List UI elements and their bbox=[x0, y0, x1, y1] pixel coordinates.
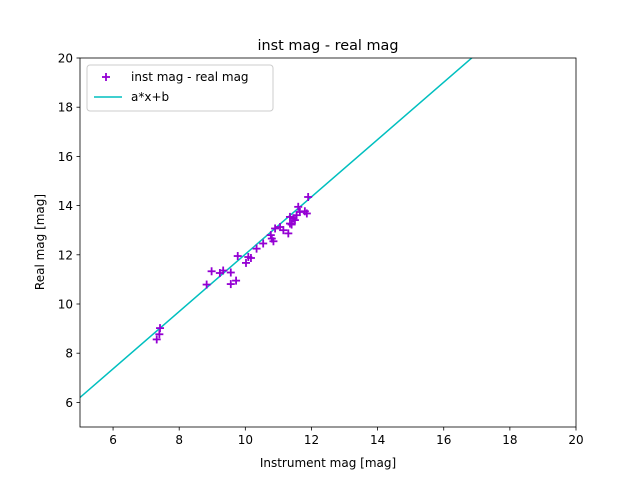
data-point bbox=[279, 226, 288, 235]
data-point bbox=[304, 192, 313, 201]
y-tick-label: 20 bbox=[58, 52, 73, 66]
data-point bbox=[226, 268, 235, 277]
y-tick-label: 6 bbox=[65, 396, 73, 410]
x-axis: 6 8 10 12 14 16 18 20 bbox=[109, 427, 584, 447]
data-point bbox=[241, 258, 250, 267]
data-point bbox=[252, 244, 261, 253]
plot-area bbox=[80, 58, 473, 399]
data-point bbox=[287, 220, 296, 229]
fit-line bbox=[80, 58, 473, 399]
legend-label-scatter: inst mag - real mag bbox=[131, 70, 249, 84]
y-axis-label: Real mag [mag] bbox=[33, 194, 47, 290]
data-point bbox=[232, 276, 241, 285]
x-tick-label: 12 bbox=[304, 433, 319, 447]
x-tick-label: 14 bbox=[370, 433, 385, 447]
data-point bbox=[290, 216, 299, 225]
data-point bbox=[269, 237, 278, 246]
x-tick-label: 20 bbox=[568, 433, 583, 447]
data-point bbox=[202, 280, 211, 289]
y-tick-label: 12 bbox=[58, 248, 73, 262]
y-tick-label: 14 bbox=[58, 199, 73, 213]
legend-marker-scatter bbox=[102, 73, 110, 81]
x-tick-label: 16 bbox=[436, 433, 451, 447]
data-point bbox=[259, 239, 268, 248]
y-tick-label: 16 bbox=[58, 150, 73, 164]
data-point bbox=[246, 253, 255, 262]
data-point bbox=[294, 202, 303, 211]
x-tick-label: 6 bbox=[109, 433, 117, 447]
data-point bbox=[226, 280, 235, 289]
x-tick-label: 18 bbox=[502, 433, 517, 447]
data-point bbox=[219, 266, 228, 275]
axes-frame bbox=[79, 57, 577, 428]
legend-plus bbox=[102, 73, 110, 81]
y-tick-label: 18 bbox=[58, 101, 73, 115]
data-point bbox=[152, 335, 161, 344]
y-axis: 6 8 10 12 14 16 18 20 bbox=[58, 52, 80, 410]
y-tick-label: 8 bbox=[65, 347, 73, 361]
x-tick-label: 10 bbox=[238, 433, 253, 447]
y-tick-label: 10 bbox=[58, 298, 73, 312]
data-point bbox=[207, 267, 216, 276]
legend: inst mag - real mag a*x+b bbox=[86, 64, 274, 112]
x-tick-label: 8 bbox=[175, 433, 183, 447]
data-point bbox=[271, 224, 280, 233]
data-point bbox=[266, 231, 275, 240]
data-point bbox=[233, 252, 242, 261]
chart-title: inst mag - real mag bbox=[258, 38, 399, 54]
legend-label-line: a*x+b bbox=[131, 90, 169, 104]
data-point bbox=[302, 209, 311, 218]
data-point bbox=[156, 324, 165, 333]
data-point bbox=[284, 229, 293, 238]
x-axis-label: Instrument mag [mag] bbox=[260, 456, 396, 470]
